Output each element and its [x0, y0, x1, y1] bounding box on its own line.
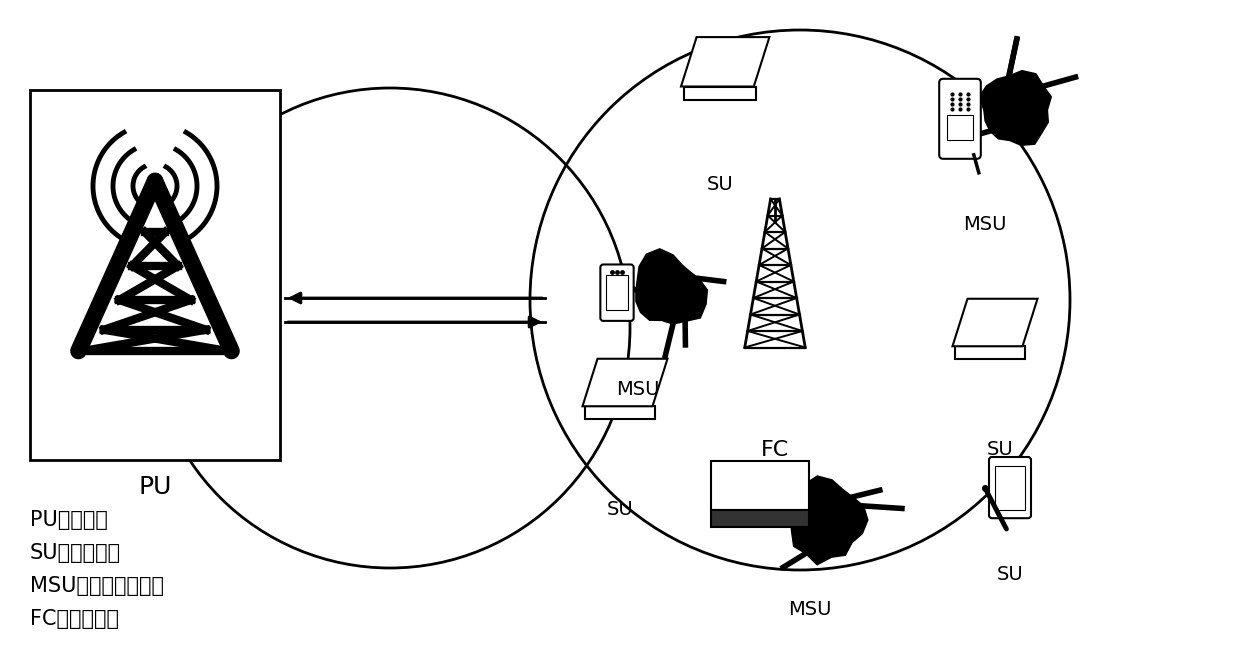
- Text: MSU: MSU: [963, 215, 1007, 234]
- Polygon shape: [636, 249, 707, 324]
- Polygon shape: [790, 476, 867, 565]
- FancyBboxPatch shape: [955, 346, 1025, 359]
- FancyBboxPatch shape: [989, 457, 1031, 518]
- Text: PU：主用户: PU：主用户: [30, 510, 108, 530]
- Text: MSU: MSU: [788, 600, 831, 619]
- Polygon shape: [979, 71, 1052, 146]
- FancyBboxPatch shape: [939, 79, 981, 159]
- Bar: [995, 466, 1025, 510]
- FancyBboxPatch shape: [585, 406, 655, 419]
- Text: SU: SU: [986, 440, 1014, 459]
- Text: FC：融合中心: FC：融合中心: [30, 609, 119, 629]
- Polygon shape: [681, 37, 769, 87]
- Text: MSU: MSU: [616, 380, 659, 399]
- Text: SU：次级用户: SU：次级用户: [30, 543, 121, 563]
- Text: SU: SU: [996, 565, 1023, 584]
- Polygon shape: [582, 359, 668, 406]
- Polygon shape: [953, 298, 1037, 346]
- Bar: [711, 461, 809, 510]
- Circle shape: [530, 30, 1070, 570]
- Text: SU: SU: [607, 500, 633, 519]
- Text: MSU：恶意次级用户: MSU：恶意次级用户: [30, 576, 164, 596]
- Text: SU: SU: [706, 175, 733, 194]
- FancyBboxPatch shape: [601, 264, 633, 321]
- Bar: [30, 90, 280, 460]
- FancyBboxPatch shape: [684, 87, 756, 100]
- Bar: [948, 115, 973, 140]
- Bar: [606, 275, 628, 310]
- Text: PU: PU: [139, 475, 172, 499]
- Text: FC: FC: [761, 440, 789, 460]
- Bar: [711, 510, 809, 527]
